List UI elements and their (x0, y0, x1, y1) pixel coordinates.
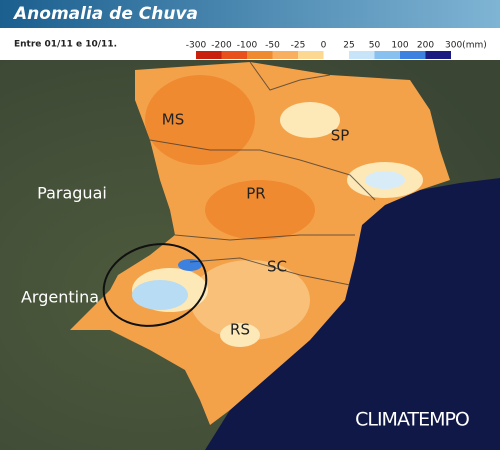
legend-swatch (272, 51, 298, 59)
state-label: MS (162, 111, 184, 129)
legend-swatch (425, 51, 451, 59)
legend-tick-label: -50 (265, 41, 280, 51)
state-label: PR (246, 185, 265, 203)
highlight-circle (102, 243, 208, 327)
legend-swatch (323, 51, 349, 59)
legend-swatch (349, 51, 375, 59)
legend-swatch (247, 51, 273, 59)
country-label: Paraguai (37, 184, 107, 203)
borders (149, 61, 376, 286)
legend-tick-label: 50 (369, 41, 381, 51)
anomaly-patch (365, 171, 405, 189)
ocean (205, 178, 500, 450)
state-label: SP (331, 127, 350, 145)
legend-tick-label: 300(mm) (445, 41, 487, 51)
legend-swatch (298, 51, 324, 59)
anomaly-patch (280, 102, 340, 138)
legend-tick-label: 100 (391, 41, 408, 51)
legend-tick-label: 25 (343, 41, 354, 51)
legend-tick-label: 200 (417, 41, 434, 51)
legend-tick-label: -300 (186, 41, 207, 51)
anomaly-patch (220, 323, 260, 347)
anomaly-patch (205, 180, 315, 240)
legend-swatch (221, 51, 247, 59)
title: Anomalia de Chuva (12, 4, 198, 24)
anomaly-patch (190, 260, 310, 340)
legend-tick-label: -200 (211, 41, 232, 51)
title-bar (0, 0, 500, 28)
anomaly-patch (132, 280, 188, 310)
subtitle: Entre 01/11 e 10/11. (14, 40, 117, 50)
legend-swatch (400, 51, 426, 59)
anomaly-patch (145, 75, 255, 165)
legend-tick-label: -100 (237, 41, 258, 51)
legend-tick-label: -25 (291, 41, 306, 51)
state-label: SC (267, 258, 287, 276)
legend-tick-label: 0 (321, 41, 327, 51)
country-label: Argentina (21, 288, 99, 307)
anomaly-patch (178, 259, 202, 271)
legend-swatch (374, 51, 400, 59)
brand: CLIMATEMPO (355, 409, 469, 431)
state-label: RS (230, 321, 250, 339)
legend-swatch (196, 51, 222, 59)
